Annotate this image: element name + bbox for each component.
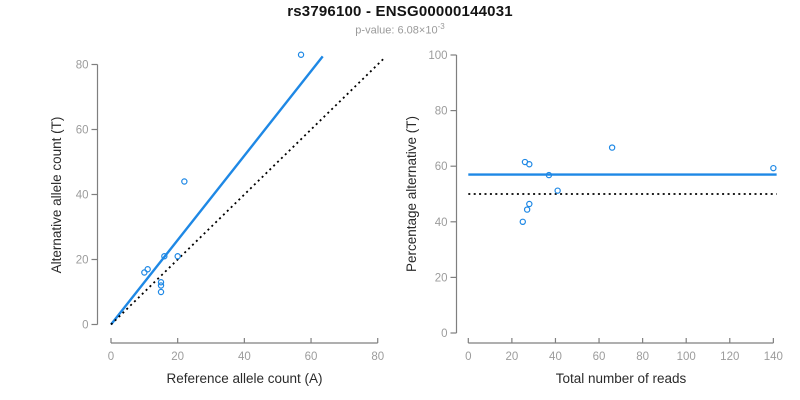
data-point [608,144,616,151]
x-tick-label: 120 [720,351,739,363]
x-tick-label: 20 [171,351,184,363]
x-tick-label: 140 [764,351,783,363]
y-tick-label: 80 [435,106,448,118]
regression-line [110,55,324,326]
data-point [144,266,151,273]
right-x-axis-label: Total number of reads [555,371,687,386]
x-tick-label: 0 [465,351,471,363]
plot-title: rs3796100 - ENSG00000144031 [287,3,513,20]
y-tick-label: 60 [435,161,448,173]
data-point [519,218,526,225]
data-point [770,164,777,172]
y-tick-label: 80 [76,60,89,72]
x-tick-label: 20 [505,351,518,363]
data-point [297,51,305,58]
data-point [157,279,165,286]
y-tick-label: 20 [76,255,89,267]
data-point [157,282,165,289]
y-tick-label: 40 [435,217,448,229]
data-point [545,171,553,179]
pvalue-exponent: -3 [437,22,445,31]
y-tick-label: 0 [82,320,88,332]
data-point [161,253,168,260]
x-tick-label: 100 [677,351,696,363]
x-tick-label: 40 [238,351,251,363]
allele-counts-scatter: 0 20 40 60 80 0 20 40 60 80 [76,51,386,363]
y-tick-label: 60 [76,125,89,137]
pvalue-text: p-value: 6.08×10 [355,24,438,37]
percentage-vs-reads-scatter: 0 20 40 60 80 100 0 20 40 60 80 100 120 140 [428,50,783,363]
y-tick-label: 20 [435,272,448,284]
data-point [523,206,531,213]
y-tick-label: 0 [441,328,447,340]
data-point [141,269,148,276]
x-tick-label: 60 [305,351,318,363]
data-point [181,178,188,185]
right-y-axis-label: Percentage alternative (T) [404,115,419,273]
data-point [554,187,561,194]
identity-line [110,57,386,326]
left-x-axis-label: Reference allele count (A) [166,371,323,386]
x-tick-label: 80 [371,351,384,363]
plot-subtitle: p-value: 6.08×10-3 [0,22,800,37]
data-point [157,288,165,296]
y-tick-label: 40 [76,190,89,202]
x-tick-label: 40 [549,351,562,363]
left-y-axis-label: Alternative allele count (T) [49,116,64,274]
data-point [526,200,533,208]
y-tick-label: 100 [428,50,447,62]
data-point [526,161,533,168]
x-tick-label: 0 [108,351,114,363]
x-tick-label: 80 [636,351,649,363]
data-point [174,253,181,260]
x-tick-label: 60 [593,351,606,363]
